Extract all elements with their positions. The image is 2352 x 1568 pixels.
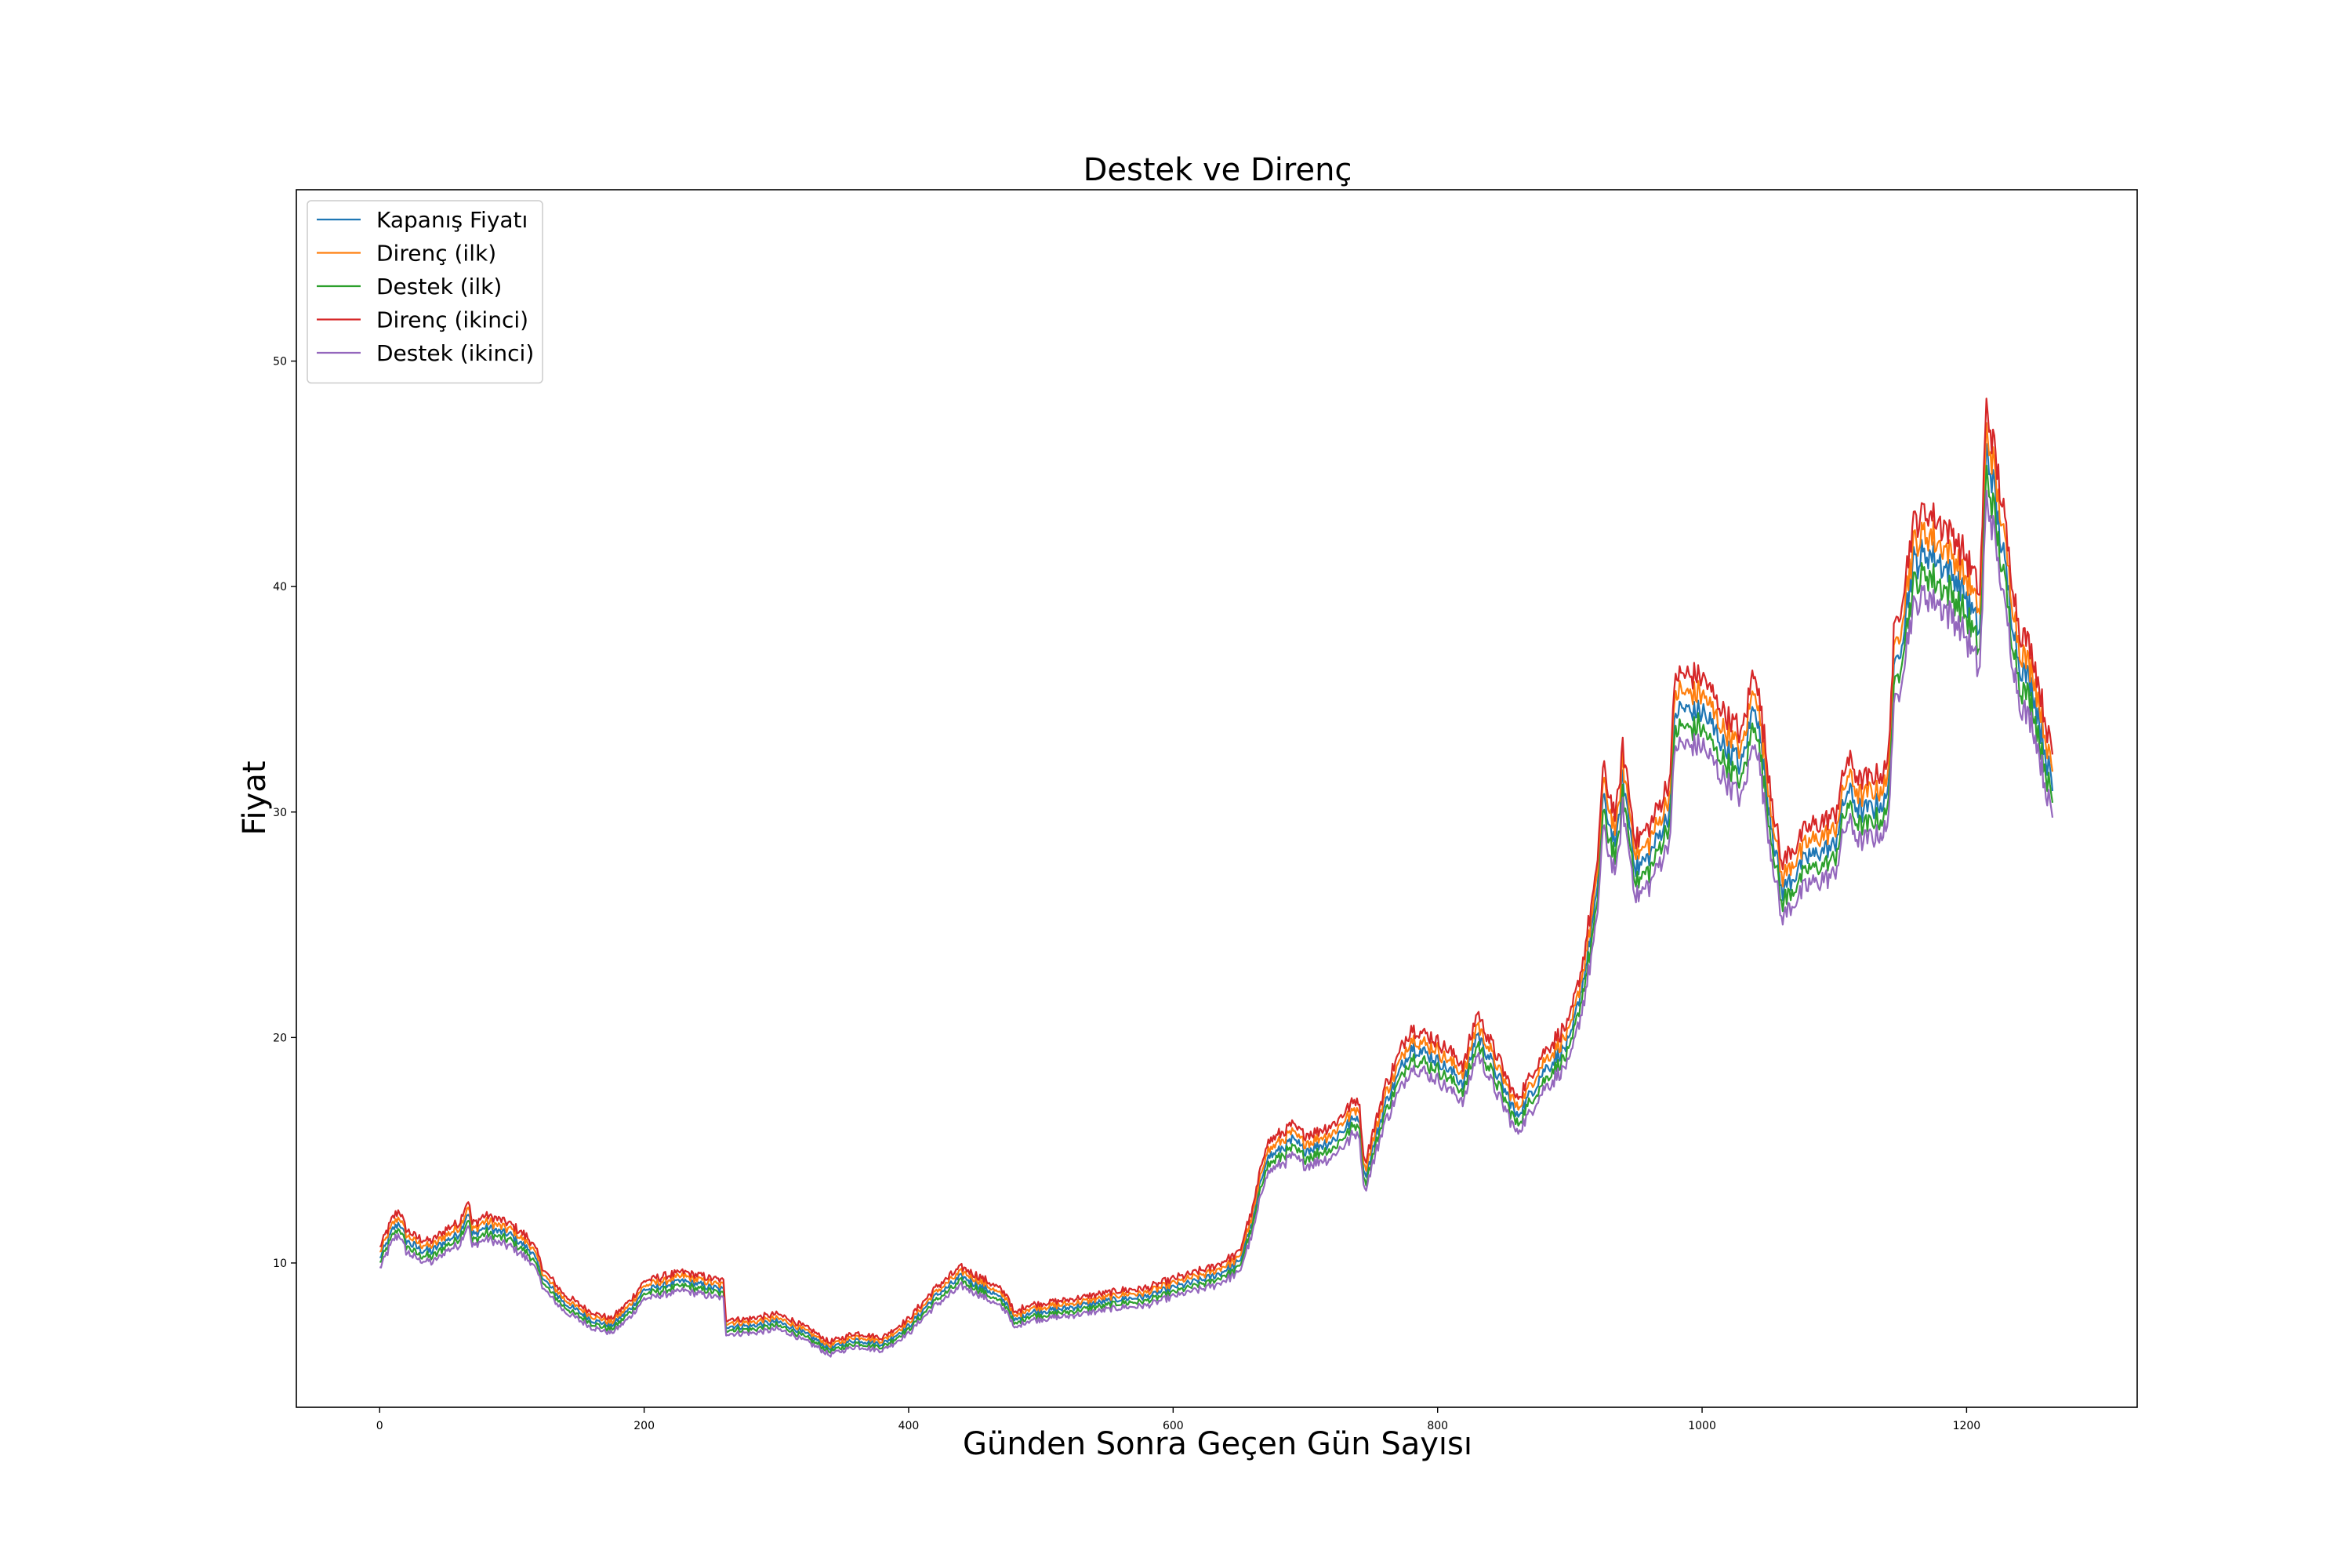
legend-label: Direnç (ilk): [376, 241, 496, 267]
y-tick-label: 50: [273, 356, 287, 368]
y-tick-label: 20: [273, 1032, 287, 1044]
x-tick-label: 600: [1163, 1420, 1184, 1432]
legend-label: Direnç (ikinci): [376, 307, 528, 333]
legend: Kapanış Fiyatı Direnç (ilk) Destek (ilk) Di…: [307, 200, 543, 384]
legend-label: Destek (ikinci): [376, 340, 534, 366]
y-axis-label: Fiyat: [237, 760, 273, 835]
axes: 0 200 400 600 800 1000 1200 10 20 30 40 50: [273, 189, 2138, 1432]
x-tick-label: 1000: [1688, 1420, 1716, 1432]
chart-title: Destek ve Direnç: [1083, 152, 1352, 188]
series-line-3: [379, 464, 2054, 1354]
y-tick-label: 10: [273, 1258, 287, 1270]
y-tick-label: 30: [273, 807, 287, 819]
series-line-4: [379, 397, 2054, 1345]
x-axis-label: Günden Sonra Geçen Gün Sayısı: [963, 1426, 1472, 1462]
legend-label: Destek (ilk): [376, 274, 502, 299]
legend-box: [307, 200, 543, 384]
x-tick-label: 1200: [1953, 1420, 1981, 1432]
series-lines: [379, 397, 2054, 1358]
series-line-5: [379, 489, 2054, 1358]
x-tick-label: 200: [633, 1420, 655, 1432]
x-tick-label: 800: [1427, 1420, 1448, 1432]
legend-label: Kapanış Fiyatı: [376, 207, 528, 233]
plot-frame: [296, 189, 2138, 1408]
series-line-2: [379, 422, 2054, 1348]
series-line-1: [379, 442, 2054, 1352]
x-tick-label: 0: [376, 1420, 383, 1432]
x-tick-label: 400: [898, 1420, 920, 1432]
y-tick-label: 40: [273, 581, 287, 593]
